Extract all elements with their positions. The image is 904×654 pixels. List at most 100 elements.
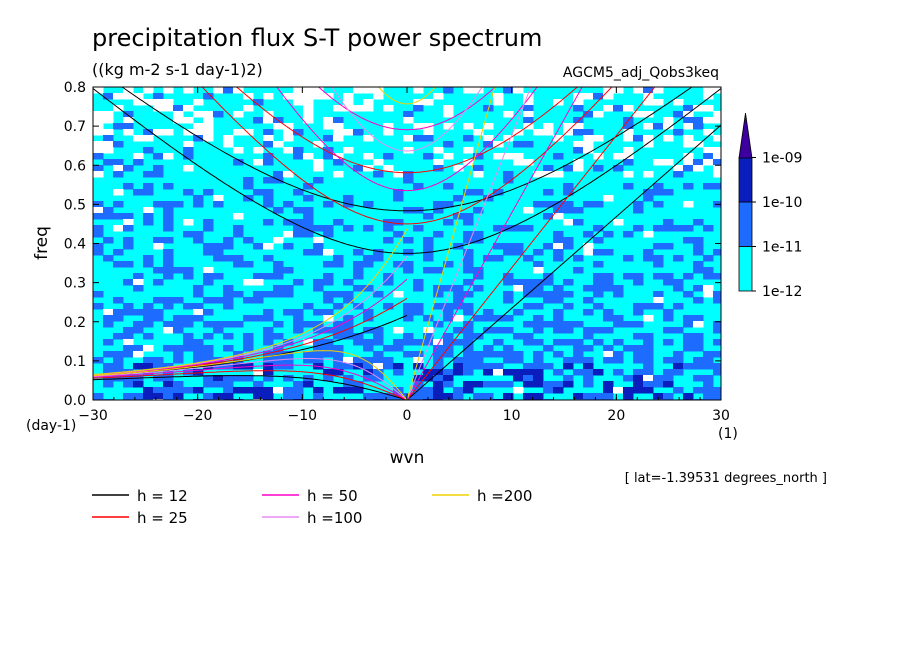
- heatmap-cell: [333, 345, 344, 352]
- heatmap-cell: [103, 135, 114, 142]
- heatmap-cell: [593, 225, 604, 232]
- heatmap-cell: [193, 129, 204, 136]
- heatmap-cell: [443, 219, 454, 226]
- heatmap-cell: [593, 279, 604, 286]
- heatmap-cell: [263, 111, 274, 118]
- heatmap-cell: [93, 147, 104, 154]
- heatmap-cell: [243, 339, 254, 346]
- heatmap-cell: [183, 189, 194, 196]
- inertia-gravity-n1-curve: [276, 87, 538, 192]
- heatmap-cell: [283, 309, 294, 316]
- heatmap-cell: [643, 381, 654, 388]
- heatmap-cell: [463, 147, 474, 154]
- heatmap-cell: [613, 105, 624, 112]
- heatmap-cell: [663, 327, 674, 334]
- heatmap-cell: [163, 261, 174, 268]
- heatmap-cell: [253, 147, 264, 154]
- heatmap-cell: [713, 147, 721, 154]
- heatmap-cell: [313, 309, 324, 316]
- heatmap-cell: [133, 345, 144, 352]
- heatmap-cell: [363, 375, 374, 382]
- heatmap-cell: [683, 201, 694, 208]
- heatmap-cell: [153, 375, 164, 382]
- heatmap-cell: [313, 237, 324, 244]
- heatmap-cell: [433, 303, 444, 310]
- heatmap-cell: [413, 123, 424, 130]
- heatmap-cell: [463, 345, 474, 352]
- heatmap-cell: [303, 219, 314, 226]
- heatmap-cell: [523, 381, 534, 388]
- heatmap-cell: [213, 327, 224, 334]
- heatmap-cell: [273, 291, 284, 298]
- heatmap-cell: [303, 231, 314, 238]
- heatmap-cell: [303, 93, 314, 100]
- heatmap-cell: [603, 231, 614, 238]
- heatmap-cell: [203, 375, 214, 382]
- heatmap-cell: [703, 351, 714, 358]
- heatmap-cell: [113, 213, 124, 220]
- heatmap-cell: [143, 87, 154, 94]
- heatmap-cell: [443, 183, 454, 190]
- heatmap-cell: [583, 147, 594, 154]
- heatmap-cell: [233, 147, 244, 154]
- legend-label: h = 50: [307, 487, 358, 505]
- heatmap-cell: [463, 327, 474, 334]
- heatmap-cell: [363, 201, 374, 208]
- heatmap-cell: [373, 87, 384, 94]
- heatmap-cell: [553, 351, 564, 358]
- heatmap-cell: [623, 159, 634, 166]
- heatmap-cell: [383, 363, 394, 370]
- heatmap-cell: [693, 123, 704, 130]
- heatmap-cell: [173, 387, 184, 394]
- heatmap-cell: [453, 315, 464, 322]
- heatmap-cell: [103, 159, 114, 166]
- heatmap-cell: [523, 93, 534, 100]
- heatmap-cell: [403, 117, 414, 124]
- heatmap-cell: [563, 327, 574, 334]
- heatmap-cell: [173, 111, 184, 118]
- heatmap-cell: [523, 321, 534, 328]
- heatmap-cell: [573, 99, 584, 106]
- heatmap-cell: [343, 93, 354, 100]
- heatmap-cell: [333, 105, 344, 112]
- heatmap-cell: [133, 363, 144, 370]
- heatmap-cell: [343, 225, 354, 232]
- heatmap-cell: [413, 363, 424, 370]
- heatmap-cell: [323, 147, 334, 154]
- heatmap-cell: [163, 237, 174, 244]
- heatmap-cell: [473, 357, 484, 364]
- heatmap-cell: [263, 255, 274, 262]
- heatmap-cell: [683, 165, 694, 172]
- heatmap-cell: [363, 135, 374, 142]
- heatmap-cell: [403, 237, 414, 244]
- heatmap-cell: [373, 363, 384, 370]
- heatmap-cell: [413, 225, 424, 232]
- inertia-gravity-n2-curve: [235, 87, 579, 174]
- heatmap-cell: [383, 165, 394, 172]
- heatmap-cell: [163, 99, 174, 106]
- heatmap-cell: [583, 357, 594, 364]
- heatmap-cell: [603, 273, 614, 280]
- heatmap-cell: [263, 129, 274, 136]
- heatmap-cell: [163, 105, 174, 112]
- heatmap-cell: [523, 159, 534, 166]
- heatmap-cell: [173, 117, 184, 124]
- heatmap-cell: [223, 141, 234, 148]
- heatmap-cell: [163, 381, 174, 388]
- heatmap-cell: [483, 141, 494, 148]
- heatmap-cell: [363, 339, 374, 346]
- heatmap-cell: [653, 201, 664, 208]
- heatmap-cell: [493, 381, 504, 388]
- heatmap-cell: [373, 333, 384, 340]
- y-tick-label: 0.7: [64, 119, 86, 135]
- heatmap-cell: [653, 123, 664, 130]
- heatmap-cell: [213, 87, 224, 94]
- heatmap-cell: [653, 261, 664, 268]
- power-heatmap: [93, 87, 721, 400]
- heatmap-cell: [323, 297, 334, 304]
- heatmap-cell: [433, 393, 444, 400]
- heatmap-cell: [203, 273, 214, 280]
- heatmap-cell: [333, 303, 344, 310]
- heatmap-cell: [263, 357, 274, 364]
- heatmap-cell: [713, 183, 721, 190]
